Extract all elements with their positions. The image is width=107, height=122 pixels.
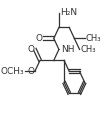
Text: O: O [27, 45, 34, 54]
Text: OCH₃: OCH₃ [0, 67, 24, 76]
Text: CH₃: CH₃ [85, 34, 101, 43]
Text: O: O [27, 67, 34, 76]
Text: CH₃: CH₃ [80, 45, 96, 54]
Text: O: O [36, 34, 43, 43]
Text: H₂N: H₂N [60, 8, 77, 17]
Text: NH: NH [61, 45, 74, 54]
